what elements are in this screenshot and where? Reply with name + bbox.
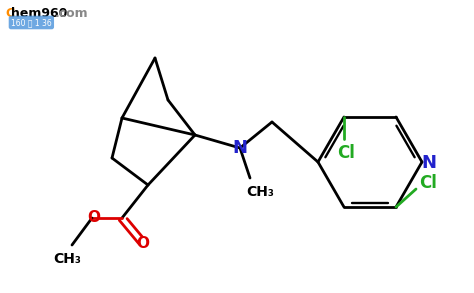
Text: CH₃: CH₃ [53,252,81,266]
Text: C: C [5,7,14,20]
Text: 160 仿 1 36: 160 仿 1 36 [11,18,52,27]
Text: O: O [137,236,149,251]
Text: CH₃: CH₃ [246,185,274,199]
Text: Cl: Cl [337,144,355,162]
Text: N: N [233,139,247,157]
Text: Cl: Cl [419,174,437,192]
Text: O: O [88,209,100,224]
Text: .com: .com [55,7,89,20]
Text: hem960: hem960 [11,7,67,20]
Text: N: N [421,154,437,172]
